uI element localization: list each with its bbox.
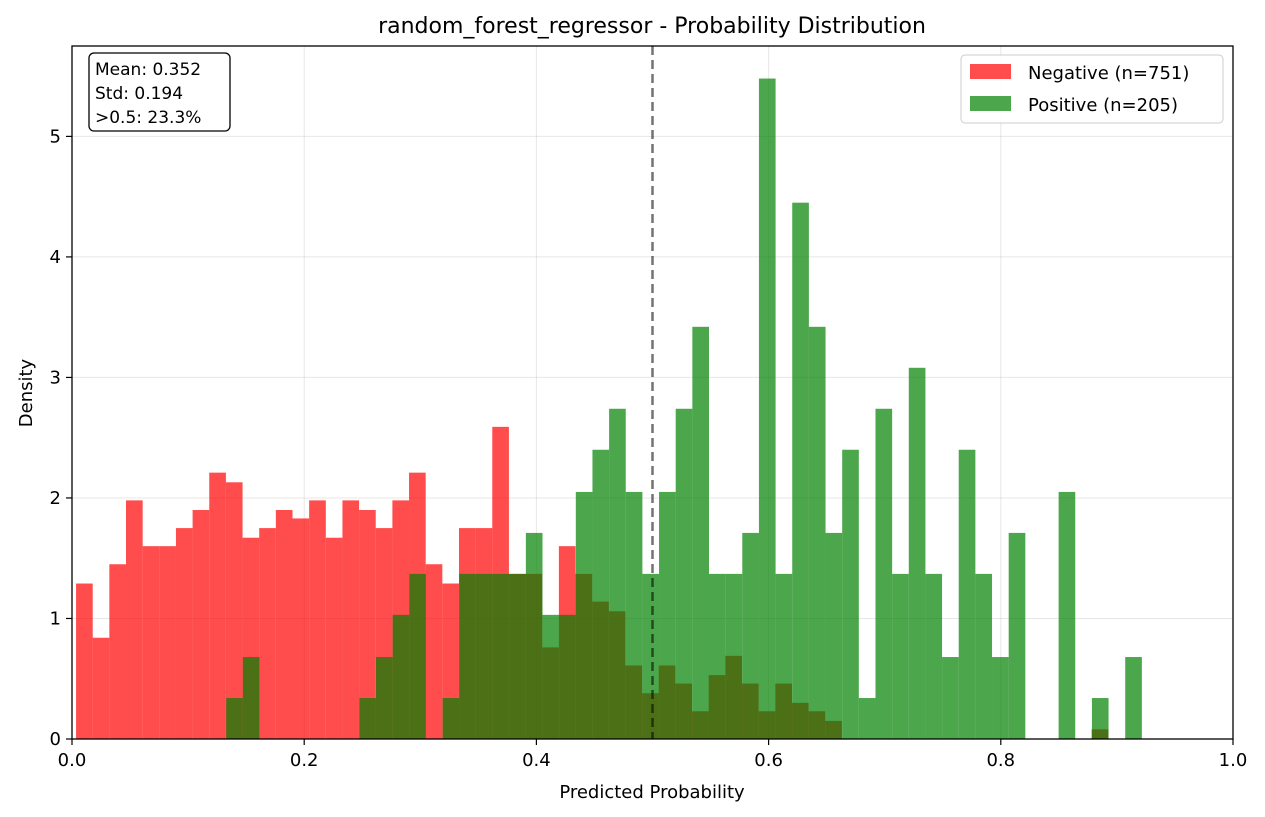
negative-bar xyxy=(275,510,293,739)
positive-bar xyxy=(409,573,426,739)
positive-bar xyxy=(925,573,943,739)
y-tick-label: 3 xyxy=(50,367,61,388)
x-tick-label: 0.8 xyxy=(986,750,1015,771)
y-tick-label: 0 xyxy=(50,729,61,750)
x-axis-label: Predicted Probability xyxy=(559,782,745,803)
positive-bar xyxy=(242,657,260,739)
legend-label-positive: Positive (n=205) xyxy=(1028,95,1178,116)
positive-bar xyxy=(992,657,1009,739)
positive-bar xyxy=(942,657,959,739)
positive-bar xyxy=(875,408,893,739)
positive-bar xyxy=(742,532,759,739)
negative-bar xyxy=(192,510,210,739)
positive-bar xyxy=(659,491,676,739)
positive-bar xyxy=(625,491,643,739)
negative-bar xyxy=(209,472,226,739)
positive-bar xyxy=(908,367,926,739)
positive-bar xyxy=(575,491,593,739)
negative-bar xyxy=(309,500,326,739)
stats-mean: Mean: 0.352 xyxy=(95,60,201,80)
negative-bar xyxy=(159,546,176,739)
y-axis-label: Density xyxy=(16,358,37,427)
positive-bar xyxy=(1091,698,1109,739)
x-tick-label: 0.6 xyxy=(754,750,783,771)
negative-bar xyxy=(425,564,443,739)
legend: Negative (n=751) Positive (n=205) xyxy=(960,54,1224,124)
positive-bar xyxy=(775,573,793,739)
positive-bar xyxy=(725,573,743,739)
legend-frame xyxy=(960,54,1224,124)
negative-bar xyxy=(126,500,143,739)
x-tick-label: 0.2 xyxy=(290,750,319,771)
y-axis-ticks: 0 1 2 3 4 5 xyxy=(50,126,72,750)
negative-bar xyxy=(325,537,343,739)
legend-label-negative: Negative (n=751) xyxy=(1028,63,1189,84)
positive-bar xyxy=(792,202,809,740)
positive-bar xyxy=(825,532,843,739)
negative-bar xyxy=(92,637,110,739)
stats-box: Mean: 0.352 Std: 0.194 >0.5: 23.3% xyxy=(88,52,231,132)
positive-bar xyxy=(359,698,377,739)
x-tick-label: 0.0 xyxy=(58,750,87,771)
x-tick-label: 0.4 xyxy=(522,750,551,771)
legend-swatch-negative xyxy=(970,64,1011,79)
positive-bar xyxy=(376,657,393,739)
positive-bar xyxy=(1058,491,1076,739)
positive-bar xyxy=(525,532,543,739)
negative-bar xyxy=(175,528,193,739)
positive-bar xyxy=(475,573,493,739)
positive-bars xyxy=(226,78,1142,740)
positive-bar xyxy=(958,449,976,739)
y-tick-label: 4 xyxy=(50,247,61,268)
positive-bar xyxy=(692,326,709,739)
positive-bar xyxy=(542,614,560,739)
positive-bar xyxy=(758,78,776,739)
positive-bar xyxy=(509,573,526,739)
negative-bar xyxy=(359,510,376,739)
positive-bar xyxy=(708,573,726,739)
positive-bar xyxy=(1008,532,1026,739)
positive-bar xyxy=(675,408,693,739)
positive-bar xyxy=(226,698,243,739)
x-tick-label: 1.0 xyxy=(1219,750,1248,771)
positive-bar xyxy=(392,614,410,739)
stats-std: Std: 0.194 xyxy=(95,84,183,104)
positive-bar xyxy=(975,573,993,739)
negative-bar xyxy=(225,482,243,739)
stats-box-frame xyxy=(88,52,231,132)
negative-bar xyxy=(292,518,310,739)
negative-bar xyxy=(142,546,160,739)
negative-bar xyxy=(109,564,127,739)
stats-above-threshold: >0.5: 23.3% xyxy=(95,108,201,128)
positive-bar xyxy=(559,614,576,739)
y-tick-label: 2 xyxy=(50,488,61,509)
positive-bar xyxy=(842,449,859,739)
positive-bar xyxy=(642,573,660,739)
negative-bar xyxy=(342,500,360,739)
positive-bar xyxy=(609,408,626,739)
y-tick-label: 1 xyxy=(50,608,61,629)
positive-bar xyxy=(459,573,476,739)
y-tick-label: 5 xyxy=(50,126,61,147)
positive-bar xyxy=(1125,657,1142,739)
chart-title: random_forest_regressor - Probability Di… xyxy=(378,14,926,39)
positive-bar xyxy=(858,698,876,739)
positive-bar xyxy=(892,573,909,739)
axes-frame xyxy=(71,45,1234,740)
negative-bar xyxy=(259,528,276,739)
positive-bar xyxy=(592,449,610,739)
positive-bar xyxy=(808,326,826,739)
legend-swatch-positive xyxy=(970,96,1011,111)
positive-bar xyxy=(442,698,460,739)
x-axis-ticks: 0.0 0.2 0.4 0.6 0.8 1.0 xyxy=(58,739,1248,771)
negative-bar xyxy=(76,583,93,739)
positive-bar xyxy=(492,573,510,739)
